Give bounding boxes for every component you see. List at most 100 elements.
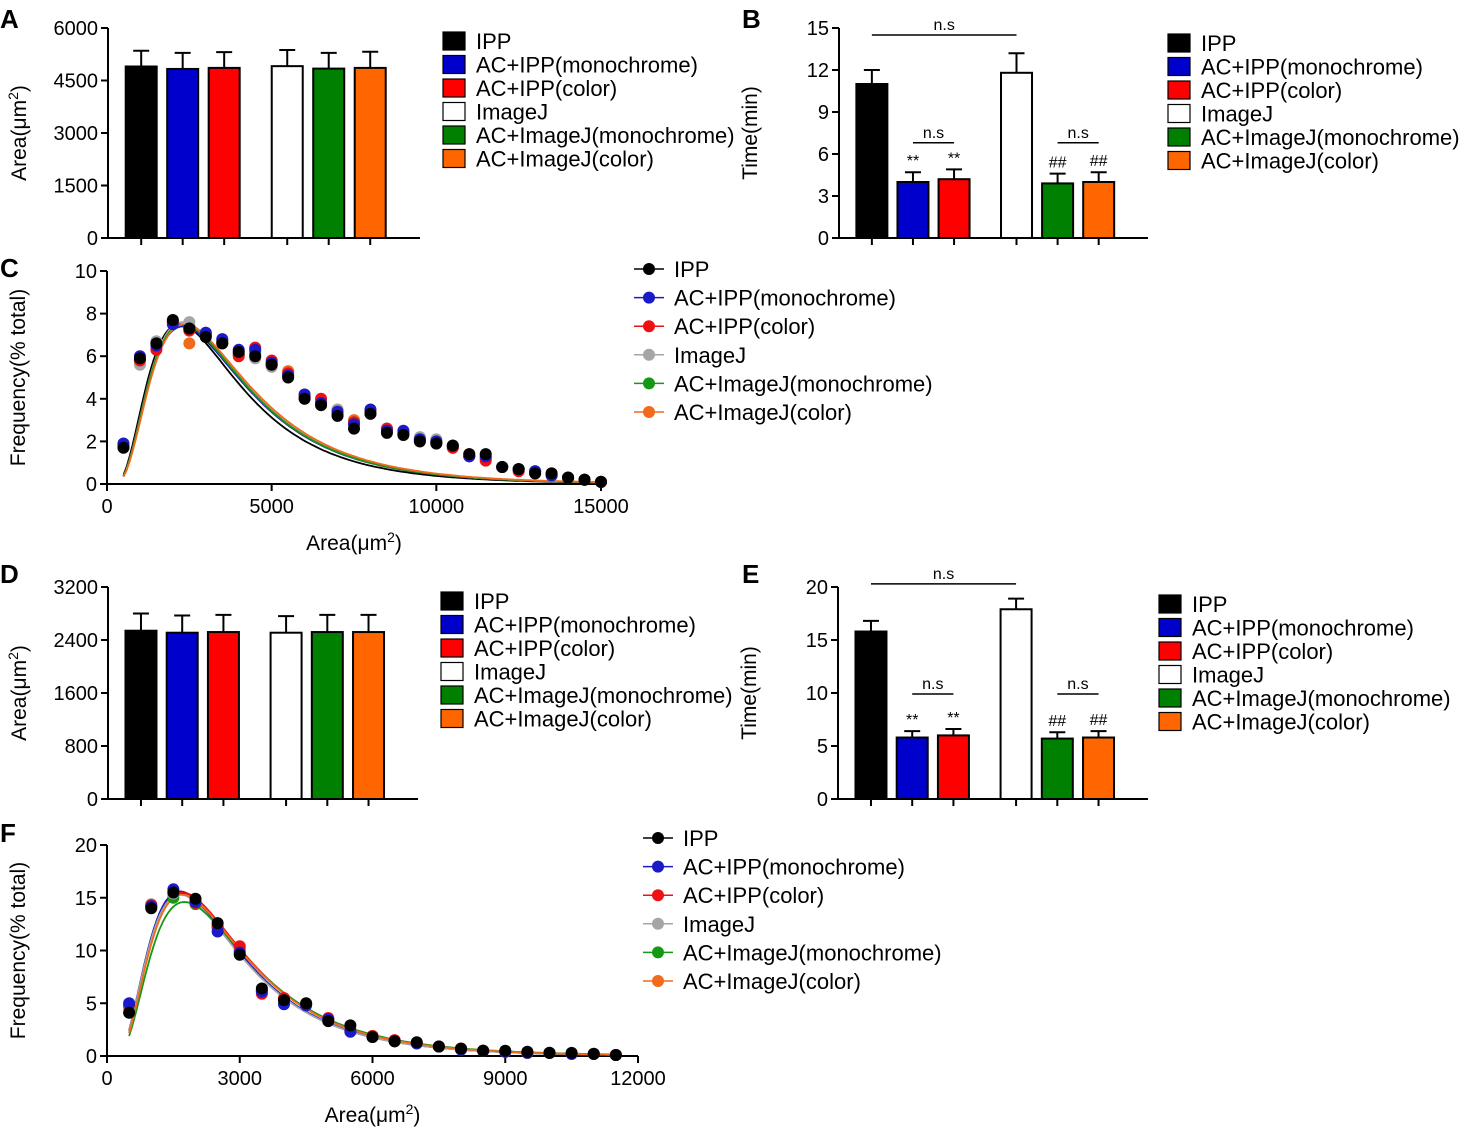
panel-d-y-axis-label: Area(μm2) [5,645,31,741]
panel-c-legend-label-1: AC+IPP(monochrome) [674,286,896,311]
panel-a-legend-label-3: ImageJ [476,100,548,125]
panel-c-legend-dot-3 [643,348,655,361]
panel-e-mark-5: ## [1048,713,1066,730]
panel-f-legend-label-3: ImageJ [683,912,755,937]
panel-c-point-s0-19 [430,437,443,450]
panel-c-point-s0-11 [298,392,311,405]
panel-b-legend-label-3: ImageJ [1201,102,1273,127]
panel-c-point-s0-4 [183,322,196,335]
panel-c-point-s0-13 [331,409,344,422]
panel-d-y-tick-label-0: 0 [87,789,98,811]
panel-c-point-s0-8 [249,350,262,363]
panel-e-legend-label-2: AC+IPP(color) [1192,639,1333,664]
panel-f-point-s0-19 [543,1046,556,1059]
panel-b-mark-5: ## [1049,155,1067,172]
panel-f-point-s0-15 [455,1042,467,1055]
panel-f-point-s0-0 [123,1006,136,1019]
panel-e-bar-5 [1082,736,1116,801]
panel-d-legend-swatch-3 [440,661,464,682]
panel-e-legend-label-3: ImageJ [1192,663,1264,688]
panel-c-x-axis-label: Area(μm2) [306,529,402,555]
panel-f-legend-dot-3 [652,917,664,930]
panel-a-legend-label-2: AC+IPP(color) [476,76,617,101]
panel-e-bar-0 [854,630,888,801]
panel-f-point-s0-2 [167,886,180,899]
panel-b-legend-swatch-5 [1167,150,1191,171]
panel-f-point-s0-9 [322,1015,335,1028]
panel-a-legend-swatch-4 [442,125,466,145]
panel-d-legend-label-3: ImageJ [474,660,546,685]
panel-d-y-tick-label-1: 800 [65,736,98,758]
panel-f-x-tick-label-3: 9000 [483,1068,528,1090]
panel-a-bar-1 [166,67,200,239]
panel-a-legend-swatch-5 [442,148,466,169]
panel-e-legend-swatch-4 [1158,688,1182,708]
panel-d-legend-label-2: AC+IPP(color) [474,636,615,661]
panel-f-point-s0-5 [233,948,246,961]
panel-c-legend-label-3: ImageJ [674,343,746,368]
panel-c-x-tick-label-1: 5000 [249,496,294,518]
panel-c-point-s0-16 [380,426,393,439]
panel-c-legend-dot-4 [643,377,655,390]
panel-d-legend-label-0: IPP [474,589,509,614]
panel-f-y-tick-label-4: 20 [75,835,97,857]
panel-e-bar-2 [936,734,970,801]
panel-b-bar-0 [855,83,889,239]
panel-f-y-tick-label-1: 5 [86,993,97,1015]
panel-c-y-tick-label-2: 4 [86,389,97,411]
panel-f-x-tick-label-4: 12000 [610,1068,666,1090]
panel-d-y-tick-label-3: 2400 [54,630,99,652]
panel-a-y-tick-label-0: 0 [87,228,98,250]
panel-a-legend-label-1: AC+IPP(monochrome) [476,53,698,78]
panel-e-bracket-label-1: n.s [922,676,943,693]
panel-f-point-s1-0 [123,997,136,1010]
panel-c-x-tick-label-3: 15000 [573,496,629,518]
panel-e-legend-label-4: AC+ImageJ(monochrome) [1192,686,1451,711]
panel-a-bar-3 [270,65,304,240]
panel-c-x-tick-label-0: 0 [101,496,112,518]
panel-a-legend-swatch-3 [442,101,466,122]
panel-c-point-s0-17 [397,429,410,442]
panel-b-y-axis-label: Time(min) [739,86,762,180]
panel-f-label: F [0,818,16,848]
panel-f-x-tick-label-2: 6000 [350,1068,395,1090]
panel-c-point-s0-28 [578,473,591,486]
panel-a-y-axis-label: Area(μm2) [5,85,31,181]
panel-b-y-tick-label-3: 9 [818,102,829,124]
panel-c-point-s0-20 [446,439,459,452]
panel-d-legend-swatch-5 [440,708,464,729]
panel-f: F 0 3000 6000 9000 12000 Area(μm2) 0 5 10 15 20 Freq… [0,818,942,1127]
panel-f-legend-dot-1 [652,860,664,873]
panel-f-legend-label-2: AC+IPP(color) [683,883,824,908]
panel-c-point-s0-12 [315,399,328,412]
panel-c-point-s0-1 [133,352,146,365]
panel-b-legend-swatch-4 [1167,127,1191,147]
panel-b-legend-swatch-0 [1167,33,1191,53]
panel-d-bar-1 [165,631,199,801]
panel-c-point-s0-2 [150,337,163,350]
panel-f-legend-dot-4 [652,946,664,959]
panel-e-y-tick-label-1: 5 [817,736,828,758]
panel-c-point-s5-4 [183,337,196,350]
panel-f-x-tick-label-1: 3000 [218,1068,263,1090]
panel-a-y-tick-label-1: 1500 [54,176,99,198]
panel-e-y-tick-label-4: 20 [806,577,828,599]
panel-d-legend-label-1: AC+IPP(monochrome) [474,613,696,638]
panel-d-legend-label-5: AC+ImageJ(color) [474,707,652,732]
panel-d-legend-swatch-0 [440,591,464,611]
panel-d-bar-0 [124,629,158,800]
panel-f-point-s0-6 [255,982,268,995]
panel-c-point-s0-10 [282,371,295,384]
panel-b-legend-label-4: AC+ImageJ(monochrome) [1201,125,1460,150]
panel-a-y-tick-label-4: 6000 [54,18,99,40]
panel-c-legend-label-5: AC+ImageJ(color) [674,400,852,425]
panel-a-bar-0 [124,65,158,239]
panel-f-point-s0-10 [344,1019,357,1032]
panel-a-legend-label-5: AC+ImageJ(color) [476,147,654,172]
panel-b-legend-label-0: IPP [1201,31,1236,56]
panel-f-point-s0-8 [300,997,313,1010]
panel-e-mark-6: ## [1090,712,1108,729]
panel-f-point-s0-18 [521,1045,534,1058]
panel-b-y-tick-label-4: 12 [807,60,829,82]
panel-b-mark-4: ** [948,150,960,167]
